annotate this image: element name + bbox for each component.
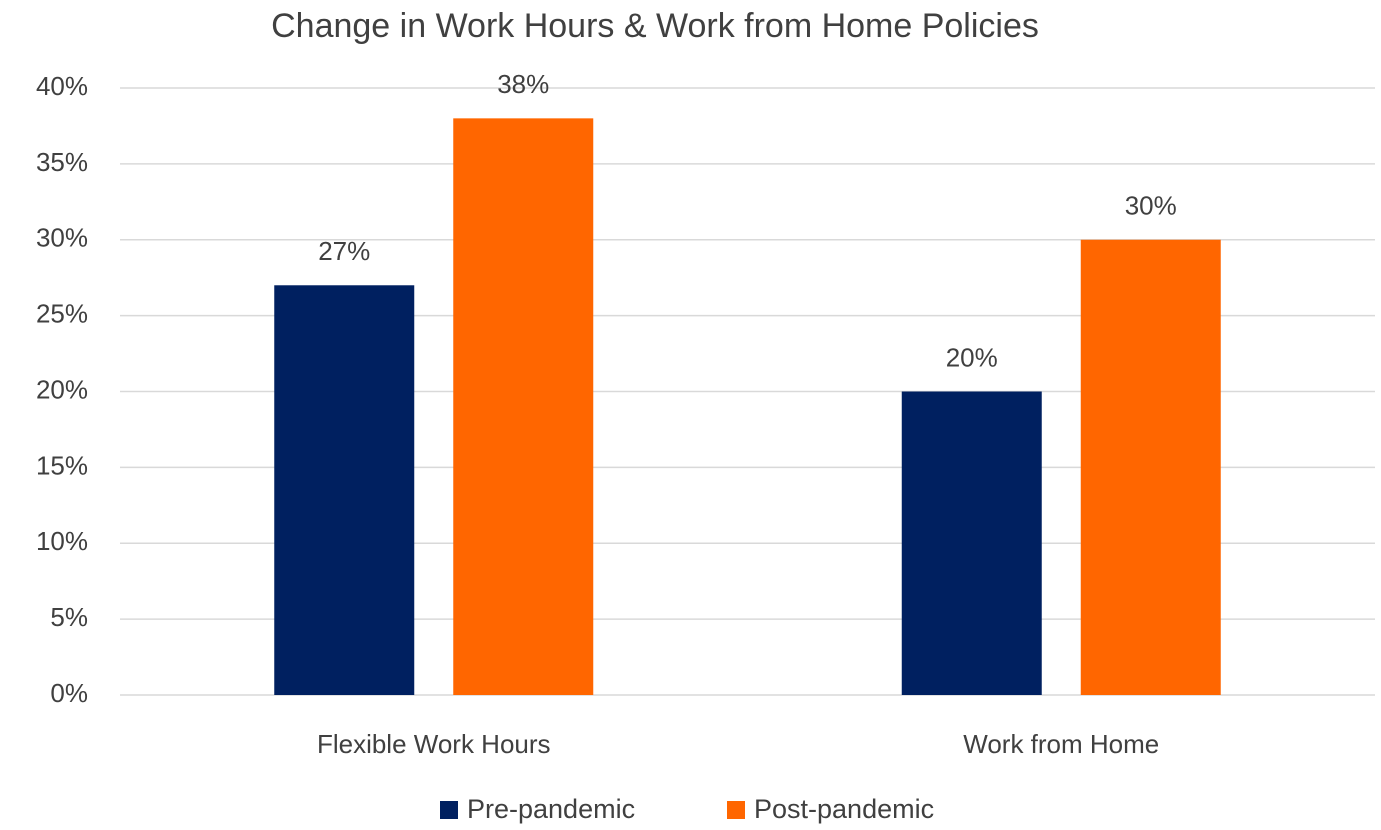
y-tick-label: 10% bbox=[36, 526, 88, 556]
bar bbox=[274, 285, 415, 695]
x-tick-label: Work from Home bbox=[963, 729, 1159, 759]
y-tick-label: 15% bbox=[36, 450, 88, 480]
bar bbox=[901, 391, 1042, 695]
y-tick-label: 0% bbox=[50, 678, 88, 708]
bar bbox=[453, 118, 594, 696]
y-tick-label: 30% bbox=[36, 223, 88, 253]
y-tick-label: 25% bbox=[36, 299, 88, 329]
legend-label: Pre-pandemic bbox=[467, 794, 635, 824]
data-label: 27% bbox=[318, 236, 370, 266]
chart-title: Change in Work Hours & Work from Home Po… bbox=[271, 7, 1039, 45]
y-tick-label: 40% bbox=[36, 71, 88, 101]
y-tick-label: 5% bbox=[50, 602, 88, 632]
data-label: 20% bbox=[946, 342, 998, 372]
data-label: 38% bbox=[497, 69, 549, 99]
y-tick-label: 35% bbox=[36, 147, 88, 177]
y-tick-label: 20% bbox=[36, 374, 88, 404]
legend-swatch bbox=[440, 801, 458, 819]
legend-swatch bbox=[727, 801, 745, 819]
data-label: 30% bbox=[1125, 191, 1177, 221]
bar bbox=[1080, 239, 1221, 695]
legend-label: Post-pandemic bbox=[754, 794, 934, 824]
x-tick-label: Flexible Work Hours bbox=[317, 729, 551, 759]
